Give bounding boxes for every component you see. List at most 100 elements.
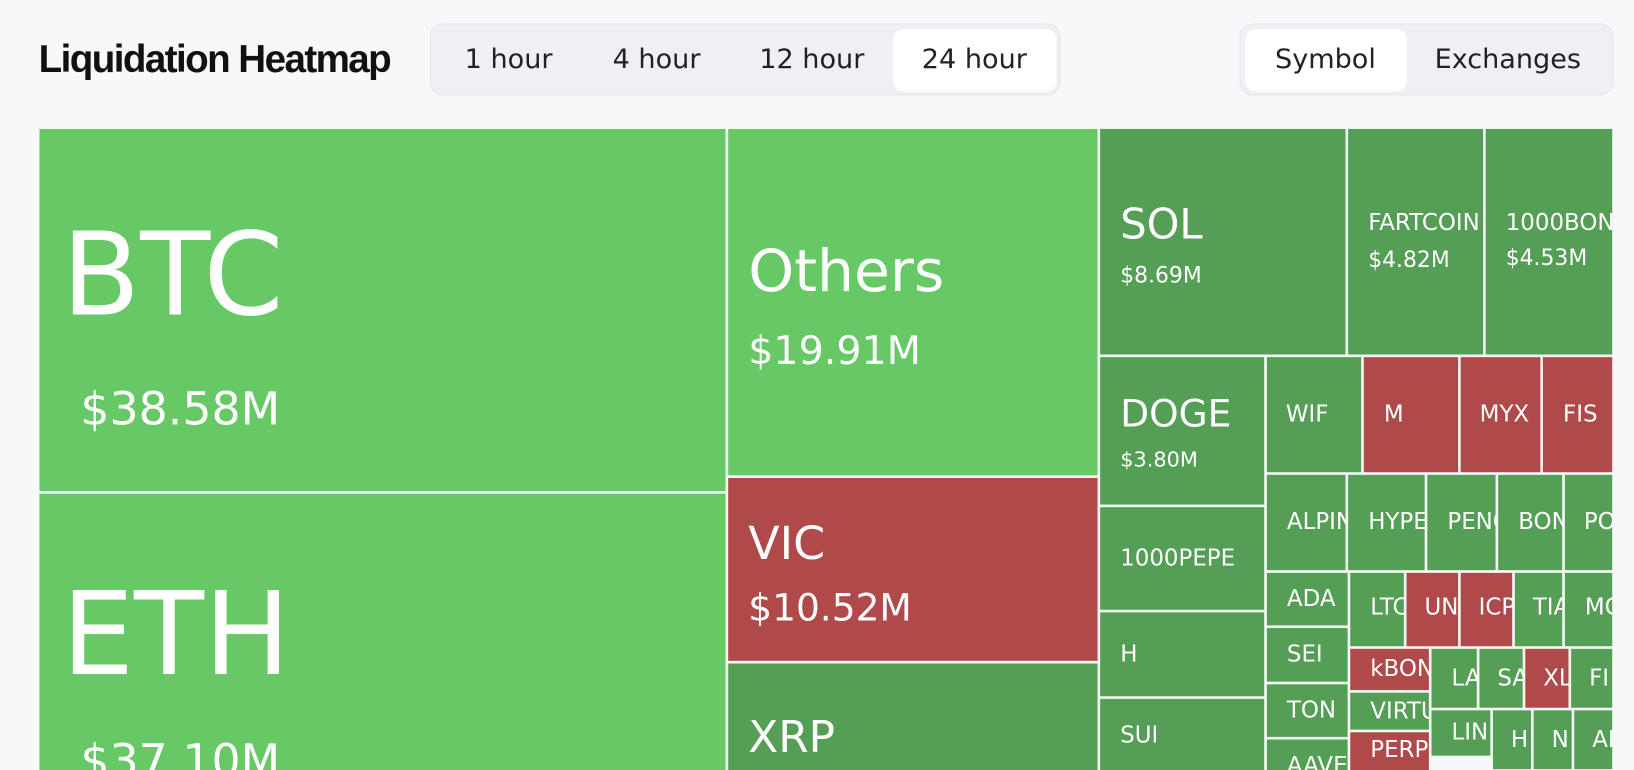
treemap-cell[interactable]: ETH $37.10M bbox=[38, 492, 727, 770]
title: Liquidation Heatmap bbox=[39, 38, 391, 81]
cell-bg bbox=[1349, 648, 1430, 691]
cell-bg bbox=[1266, 683, 1349, 738]
cell-label: M bbox=[1384, 402, 1404, 428]
treemap-cell[interactable]: FIS bbox=[1542, 356, 1614, 474]
cell-label: VIRTU bbox=[1370, 699, 1437, 725]
treemap-cell[interactable]: 1000BONK $4.53M bbox=[1484, 128, 1631, 356]
cell-label: SA bbox=[1497, 665, 1528, 691]
cell-label: PENG bbox=[1447, 509, 1510, 535]
treemap-cell[interactable]: BON bbox=[1497, 474, 1568, 571]
treemap-cell[interactable]: ICP bbox=[1459, 572, 1516, 648]
treemap-cell[interactable]: SUI bbox=[1099, 698, 1266, 770]
cell-bg bbox=[38, 492, 727, 770]
cell-label: SOL bbox=[1120, 200, 1202, 249]
treemap-cell[interactable]: UNI bbox=[1405, 572, 1465, 648]
cell-bg bbox=[1430, 648, 1478, 709]
treemap-cell[interactable]: AAVE bbox=[1266, 738, 1349, 770]
treemap-cell[interactable]: MO bbox=[1564, 572, 1623, 648]
cell-bg bbox=[1426, 474, 1497, 571]
cell-bg bbox=[1349, 572, 1405, 648]
grouping-tab[interactable]: Exchanges bbox=[1435, 44, 1581, 75]
treemap-cell[interactable]: VIC $10.52M bbox=[727, 477, 1099, 662]
cell-label: PERP bbox=[1370, 737, 1428, 763]
cell-bg bbox=[1478, 648, 1524, 709]
treemap-cell[interactable]: WIF bbox=[1266, 356, 1362, 474]
treemap-cell[interactable]: FI bbox=[1570, 648, 1614, 709]
treemap-cell[interactable]: VIRTU bbox=[1349, 691, 1437, 731]
cell-label: 1000PEPE bbox=[1120, 545, 1235, 571]
treemap-cell[interactable]: H bbox=[1099, 611, 1266, 698]
treemap-cell[interactable]: 1000PEPE bbox=[1099, 506, 1266, 611]
tab-active-bg bbox=[893, 29, 1057, 92]
cell-bg bbox=[727, 662, 1099, 770]
cell-bg bbox=[1497, 474, 1564, 571]
treemap-cell[interactable]: SA bbox=[1478, 648, 1529, 709]
timeframe-tab[interactable]: 1 hour bbox=[465, 44, 554, 75]
treemap-cell[interactable]: XL bbox=[1524, 648, 1571, 709]
treemap: BTC $38.58M ETH $37.10M Others $19.91M VIC $10.… bbox=[38, 128, 1631, 770]
treemap-cell[interactable]: PO bbox=[1564, 474, 1616, 571]
grouping-tab[interactable]: Symbol bbox=[1275, 44, 1376, 75]
timeframe-tab[interactable]: 24 hour bbox=[922, 44, 1028, 75]
cell-value: $4.53M bbox=[1506, 246, 1588, 271]
cell-label: FARTCOIN bbox=[1368, 210, 1480, 236]
treemap-cell[interactable]: SOL $8.69M bbox=[1099, 128, 1347, 356]
cell-bg bbox=[1459, 356, 1542, 474]
treemap-cell[interactable]: Others $19.91M bbox=[727, 128, 1099, 477]
cell-bg bbox=[1524, 648, 1570, 709]
cell-bg bbox=[1349, 691, 1430, 731]
treemap-cell[interactable]: TIA bbox=[1514, 572, 1570, 648]
treemap-cell[interactable]: PENG bbox=[1426, 474, 1511, 571]
cell-value: $10.52M bbox=[748, 585, 912, 629]
cell-label: H bbox=[1120, 641, 1137, 667]
timeframe-tab[interactable]: 12 hour bbox=[759, 44, 865, 75]
treemap-cell[interactable]: LA bbox=[1430, 648, 1481, 709]
cell-value: $38.58M bbox=[80, 381, 280, 435]
treemap-cell[interactable]: N bbox=[1532, 709, 1573, 770]
treemap-cell[interactable]: ADA bbox=[1266, 572, 1349, 627]
treemap-cell[interactable]: BTC $38.58M bbox=[38, 128, 727, 492]
cell-bg bbox=[1362, 356, 1459, 474]
cell-bg bbox=[1532, 709, 1573, 770]
cell-label: ADA bbox=[1287, 586, 1336, 612]
cell-bg bbox=[1099, 698, 1266, 770]
treemap-cell[interactable]: LIN bbox=[1430, 709, 1492, 757]
treemap-cell[interactable]: FARTCOIN $4.82M bbox=[1347, 128, 1484, 356]
treemap-cell[interactable]: M bbox=[1362, 356, 1459, 474]
cell-bg bbox=[1099, 611, 1266, 698]
cell-value: $4.82M bbox=[1368, 248, 1450, 273]
treemap-cell[interactable]: TON bbox=[1266, 683, 1349, 738]
cell-label: TON bbox=[1286, 698, 1336, 724]
cell-label: AAVE bbox=[1287, 753, 1348, 770]
cell-label: BTC bbox=[62, 210, 284, 343]
treemap-cell[interactable]: PERP bbox=[1349, 731, 1430, 770]
treemap-cell[interactable]: ALPIN bbox=[1266, 474, 1353, 571]
treemap-cell[interactable]: XRP bbox=[727, 662, 1099, 770]
cell-label: LTC bbox=[1370, 594, 1408, 620]
cell-bg bbox=[1542, 356, 1614, 474]
cell-bg bbox=[1099, 128, 1347, 356]
treemap-cell[interactable]: HYPE bbox=[1347, 474, 1427, 571]
cell-label: Others bbox=[748, 237, 944, 305]
cell-bg bbox=[38, 128, 727, 492]
cell-bg bbox=[1573, 709, 1614, 770]
cell-bg bbox=[1564, 572, 1614, 648]
treemap-cell[interactable]: AI bbox=[1573, 709, 1614, 770]
treemap-cell[interactable]: SEI bbox=[1266, 627, 1349, 683]
cell-bg bbox=[1266, 356, 1362, 474]
cell-label: UNI bbox=[1424, 594, 1465, 620]
cell-label: kBONK bbox=[1370, 656, 1450, 682]
cell-bg bbox=[1492, 709, 1532, 770]
cell-label: FIS bbox=[1563, 402, 1597, 428]
treemap-cell[interactable]: H bbox=[1492, 709, 1532, 770]
cell-bg bbox=[1099, 356, 1266, 506]
treemap-cell[interactable]: MYX bbox=[1459, 356, 1542, 474]
timeframe-tab[interactable]: 4 hour bbox=[613, 44, 702, 75]
cell-value: $3.80M bbox=[1120, 447, 1198, 471]
treemap-cell[interactable]: LTC bbox=[1349, 572, 1408, 648]
treemap-cell[interactable]: DOGE $3.80M bbox=[1099, 356, 1266, 506]
cell-label: PO bbox=[1584, 509, 1616, 535]
treemap-cell[interactable]: kBONK bbox=[1349, 648, 1450, 691]
cell-label: SEI bbox=[1287, 641, 1323, 667]
